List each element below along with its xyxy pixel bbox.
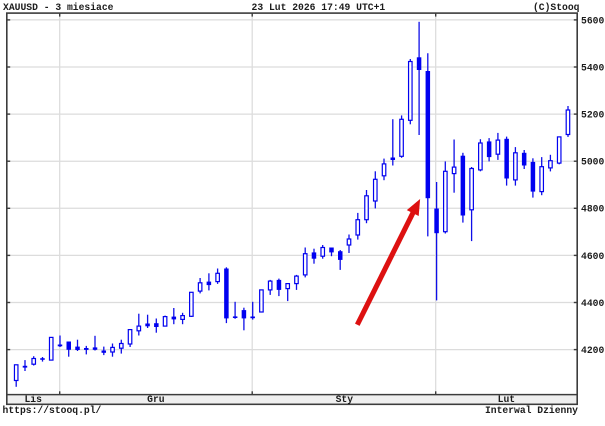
svg-text:4200: 4200 [581, 345, 604, 356]
svg-text:https://stooq.pl/: https://stooq.pl/ [3, 405, 102, 416]
svg-text:23 Lut 2026 17:49 UTC+1: 23 Lut 2026 17:49 UTC+1 [252, 2, 386, 13]
svg-text:5600: 5600 [581, 15, 604, 26]
svg-text:Interwal Dzienny: Interwal Dzienny [485, 405, 578, 416]
svg-text:Lis: Lis [24, 394, 42, 405]
svg-text:4800: 4800 [581, 204, 604, 215]
svg-text:Gru: Gru [147, 394, 165, 405]
svg-text:Lut: Lut [498, 394, 515, 405]
svg-text:4600: 4600 [581, 251, 604, 262]
svg-text:5400: 5400 [581, 62, 604, 73]
svg-text:(C)Stooq: (C)Stooq [533, 2, 580, 13]
svg-text:5200: 5200 [581, 110, 604, 121]
svg-text:5000: 5000 [581, 157, 604, 168]
svg-text:XAUUSD - 3 miesiace: XAUUSD - 3 miesiace [3, 2, 114, 13]
svg-text:4400: 4400 [581, 298, 604, 309]
svg-text:Sty: Sty [336, 394, 354, 405]
